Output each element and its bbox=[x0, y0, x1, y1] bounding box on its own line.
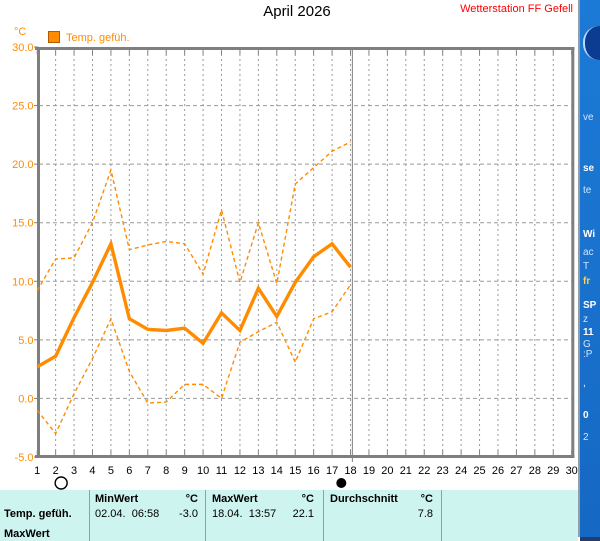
maxwert-timestamp: 18.04. 13:57 bbox=[212, 508, 277, 520]
page-title: April 2026 bbox=[263, 3, 331, 20]
x-tick-label: 5 bbox=[108, 465, 114, 477]
x-tick-label: 17 bbox=[326, 465, 338, 477]
y-axis-unit-label: °C bbox=[14, 26, 27, 38]
x-tick-label: 4 bbox=[89, 465, 95, 477]
x-tick-label: 6 bbox=[126, 465, 132, 477]
y-tick-label: 25.0 bbox=[12, 101, 33, 113]
table-divider bbox=[441, 490, 442, 541]
x-tick-label: 28 bbox=[529, 465, 541, 477]
y-tick-label: 20.0 bbox=[12, 159, 33, 171]
background-text-fragment: 11 bbox=[583, 327, 594, 338]
moon-new-icon bbox=[336, 478, 347, 488]
x-tick-label: 22 bbox=[418, 465, 430, 477]
x-tick-label: 19 bbox=[363, 465, 375, 477]
temperature-line-chart: 30.025.020.015.010.05.00.0-5.01 2 3 4 5 6 7 8 9 1… bbox=[12, 42, 578, 490]
minwert-value: -3.0 bbox=[179, 508, 198, 520]
x-tick-label: 15 bbox=[289, 465, 301, 477]
background-text-fragment: G bbox=[583, 339, 591, 350]
x-tick-label: 23 bbox=[437, 465, 449, 477]
moon-full-icon bbox=[54, 476, 68, 490]
minwert-unit: °C bbox=[185, 493, 198, 505]
background-text-fragment: 0 bbox=[583, 410, 589, 421]
x-tick-label: 30 bbox=[566, 465, 578, 477]
background-text-fragment: T bbox=[583, 261, 590, 272]
x-tick-label: 29 bbox=[547, 465, 559, 477]
x-tick-label: 26 bbox=[492, 465, 504, 477]
x-tick-label: 21 bbox=[400, 465, 412, 477]
x-tick-label: 27 bbox=[510, 465, 522, 477]
durchschnitt-value: 7.8 bbox=[417, 508, 433, 520]
background-text-fragment: ve bbox=[583, 112, 594, 123]
series-row-label: Temp. gefüh. bbox=[4, 508, 72, 520]
x-tick-label: 7 bbox=[145, 465, 151, 477]
background-text-fragment: ac bbox=[583, 247, 594, 258]
background-text-fragment: 2 bbox=[583, 432, 589, 443]
background-text-fragment: :P bbox=[583, 349, 593, 360]
x-tick-label: 18 bbox=[344, 465, 356, 477]
legend: Temp. gefüh. bbox=[48, 29, 130, 44]
maxwert-header: MaxWert bbox=[212, 493, 258, 505]
window-edge bbox=[578, 0, 580, 537]
minwert-timestamp: 02.04. 06:58 bbox=[95, 508, 160, 520]
background-text-fragment: z bbox=[583, 314, 588, 325]
table-divider bbox=[323, 490, 324, 541]
background-text-fragment: se bbox=[583, 163, 595, 174]
background-logo-fragment bbox=[583, 26, 600, 60]
x-tick-label: 13 bbox=[252, 465, 264, 477]
minwert-header: MinWert bbox=[95, 493, 139, 505]
x-tick-label: 3 bbox=[71, 465, 77, 477]
y-tick-label: 15.0 bbox=[12, 218, 33, 230]
table-divider bbox=[89, 490, 90, 541]
y-tick-label: 10.0 bbox=[12, 276, 33, 288]
x-tick-label: 8 bbox=[163, 465, 169, 477]
background-text-fragment: , bbox=[583, 378, 586, 389]
table-divider bbox=[205, 490, 206, 541]
x-tick-label: 9 bbox=[182, 465, 188, 477]
y-axis-labels: 30.0 25.0 20.0 15.0 10.0 5.0 0.0 -5.0 bbox=[12, 42, 33, 464]
station-name: Wetterstation FF Gefell bbox=[460, 3, 573, 15]
x-tick-label: 25 bbox=[473, 465, 485, 477]
x-tick-label: 16 bbox=[308, 465, 320, 477]
stats-table: MinWert °C MaxWert °C Durchschnitt °C Te… bbox=[0, 490, 578, 541]
background-text-fragment: Wi bbox=[583, 229, 596, 240]
day-ticks bbox=[34, 46, 573, 458]
maxwert-value: 22.1 bbox=[292, 508, 314, 520]
durchschnitt-unit: °C bbox=[420, 493, 433, 505]
h-gridlines bbox=[39, 105, 572, 399]
plot-frame bbox=[35, 47, 575, 458]
background-window-strip-bottom bbox=[580, 537, 600, 541]
y-tick-label: 5.0 bbox=[18, 335, 33, 347]
v-gridlines bbox=[55, 49, 554, 455]
x-tick-label: 2 bbox=[53, 465, 59, 477]
x-tick-label: 11 bbox=[216, 465, 227, 477]
durchschnitt-header: Durchschnitt bbox=[330, 493, 398, 505]
x-axis-labels: 1 2 3 4 5 6 7 8 9 10 11 12 13 14 15 16 17 18 19 20 21 22 23 24 2… bbox=[34, 465, 578, 477]
series-felt-temperature-mean bbox=[36, 238, 352, 369]
x-tick-label: 20 bbox=[381, 465, 393, 477]
x-tick-label: 14 bbox=[271, 465, 283, 477]
next-row-label: MaxWert bbox=[4, 528, 50, 540]
y-tick-label: 0.0 bbox=[18, 393, 33, 405]
x-tick-label: 10 bbox=[197, 465, 209, 477]
background-text-fragment: SP bbox=[583, 300, 597, 311]
legend-swatch-icon bbox=[48, 30, 60, 43]
y-tick-label: -5.0 bbox=[15, 452, 34, 464]
x-tick-label: 12 bbox=[234, 465, 246, 477]
y-tick-label: 30.0 bbox=[12, 42, 33, 54]
background-text-fragment: te bbox=[583, 185, 592, 196]
background-text-fragment: fr bbox=[583, 276, 591, 287]
series-daily-min bbox=[36, 284, 352, 435]
maxwert-unit: °C bbox=[301, 493, 314, 505]
legend-label: Temp. gefüh. bbox=[66, 31, 130, 44]
x-tick-label: 1 bbox=[34, 465, 40, 477]
x-tick-label: 24 bbox=[455, 465, 467, 477]
